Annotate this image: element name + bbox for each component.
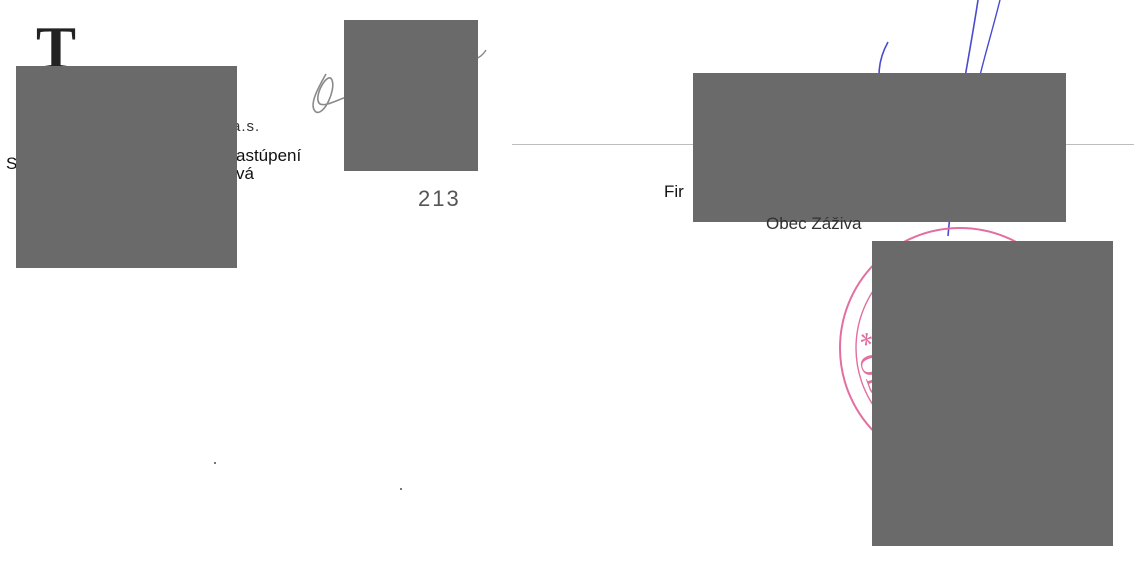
scan-speck <box>400 488 402 490</box>
left-party-line-fragment: S <box>6 154 18 173</box>
redaction-box <box>16 66 237 268</box>
right-party-name: Obec Záživa <box>766 214 862 233</box>
redaction-box <box>872 241 1113 546</box>
right-party-line-fragment: Fir <box>664 182 684 201</box>
redaction-box <box>344 20 478 171</box>
page-number: 213 <box>418 186 461 211</box>
company-suffix: a.s. <box>232 118 261 135</box>
left-party-line1-end: astúpení <box>236 146 302 165</box>
redaction-box <box>693 73 1066 222</box>
scan-speck <box>214 462 216 464</box>
left-party-line2-end: vá <box>236 164 254 183</box>
